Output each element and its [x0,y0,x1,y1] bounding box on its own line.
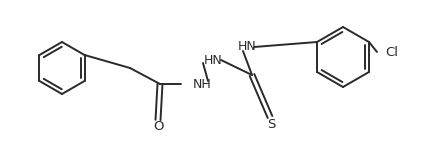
Text: O: O [154,120,164,134]
Text: S: S [267,117,275,130]
Text: NH: NH [193,78,212,90]
Text: Cl: Cl [385,45,398,58]
Text: HN: HN [238,40,257,54]
Text: HN: HN [204,54,223,66]
